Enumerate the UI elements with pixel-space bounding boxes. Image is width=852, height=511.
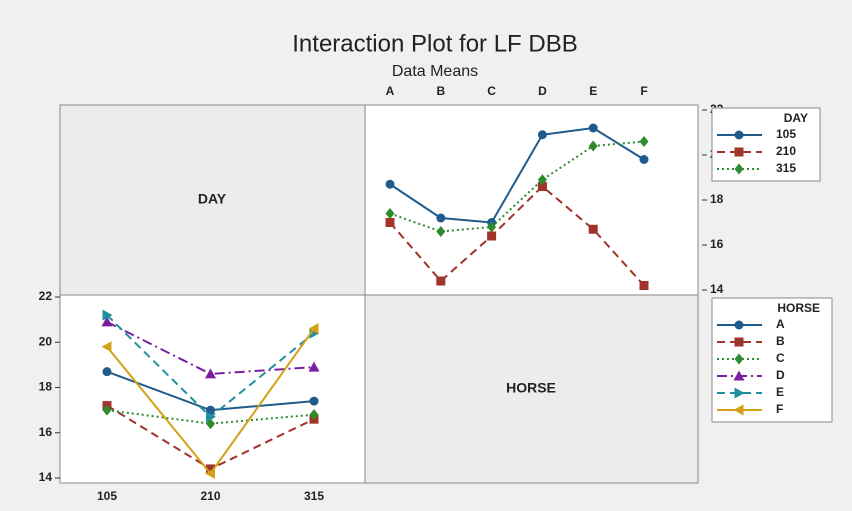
x-tick-label: D — [538, 84, 547, 98]
point — [205, 467, 215, 479]
point — [205, 368, 216, 379]
x-tick-label: 105 — [97, 489, 117, 503]
x-tick-label: 315 — [304, 489, 324, 503]
point — [102, 309, 113, 321]
legend-marker — [734, 130, 744, 140]
x-tick-label: F — [640, 84, 647, 98]
legend-title: HORSE — [777, 301, 820, 315]
point — [436, 226, 446, 237]
legend-label: 315 — [776, 161, 796, 175]
legend-label: A — [776, 317, 785, 331]
y-tick-label: 20 — [39, 334, 53, 348]
panel-label: DAY — [198, 191, 227, 207]
y-tick-label: 18 — [710, 192, 724, 206]
legend — [711, 297, 833, 423]
point — [206, 464, 215, 474]
legend-title: DAY — [784, 111, 808, 125]
legend-marker — [734, 147, 744, 157]
legend-marker — [734, 387, 745, 399]
chart-subtitle: Data Means — [392, 63, 478, 80]
point — [537, 174, 547, 186]
point — [639, 136, 649, 147]
point — [102, 404, 112, 416]
legend-marker — [734, 163, 744, 175]
point — [385, 208, 395, 219]
point — [639, 281, 649, 290]
y-tick-label: 14 — [710, 282, 724, 296]
point — [308, 323, 319, 335]
point — [385, 179, 395, 189]
point — [206, 405, 215, 415]
point — [436, 213, 446, 223]
point — [537, 182, 547, 191]
point — [206, 411, 216, 423]
plot-panel — [364, 104, 699, 296]
legend-label: D — [776, 368, 785, 382]
y-tick-label: 22 — [39, 289, 53, 303]
x-tick-label: B — [436, 84, 445, 98]
panel-label: HORSE — [506, 380, 556, 396]
point — [588, 123, 598, 133]
legend-label: 210 — [776, 144, 796, 158]
x-tick-label: E — [589, 84, 597, 98]
x-tick-label: A — [386, 84, 395, 98]
point — [308, 361, 320, 372]
point — [309, 409, 319, 421]
point — [487, 231, 497, 241]
point — [639, 155, 649, 164]
legend — [711, 107, 821, 182]
y-tick-label: 14 — [39, 470, 53, 484]
legend-marker — [734, 320, 744, 330]
x-tick-label: C — [487, 84, 496, 98]
diagonal-panel — [59, 104, 366, 296]
point — [588, 224, 598, 234]
point — [102, 367, 112, 377]
y-tick-label: 16 — [39, 425, 53, 439]
legend-marker — [734, 353, 744, 365]
chart-title: Interaction Plot for LF DBB — [292, 30, 577, 57]
x-tick-label: 210 — [200, 489, 220, 503]
legend-label: F — [776, 402, 783, 416]
y-tick-label: 16 — [710, 237, 724, 251]
point — [101, 316, 113, 327]
point — [487, 221, 497, 233]
legend-label: B — [776, 334, 785, 348]
y-tick-label: 18 — [39, 380, 53, 394]
legend-label: C — [776, 351, 785, 365]
legend-label: 105 — [776, 127, 796, 141]
point — [436, 276, 446, 286]
point — [588, 140, 598, 152]
legend-marker — [734, 337, 744, 347]
point — [385, 218, 395, 227]
point — [537, 130, 547, 140]
legend-marker — [733, 370, 745, 381]
point — [101, 341, 112, 353]
legend-marker — [733, 404, 744, 416]
point — [309, 396, 319, 406]
series-line — [389, 126, 645, 224]
legend-label: E — [776, 385, 784, 399]
